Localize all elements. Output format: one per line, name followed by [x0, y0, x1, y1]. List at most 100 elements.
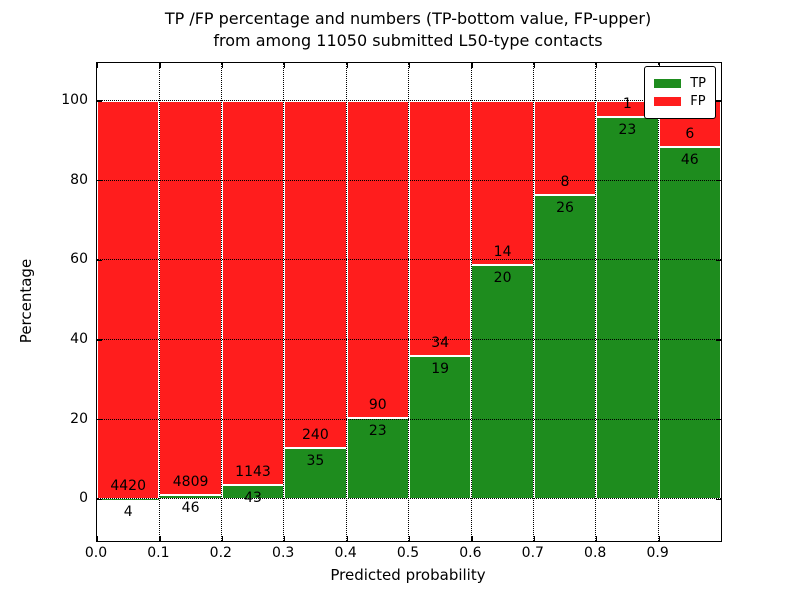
legend: TP FP — [644, 66, 716, 119]
x-tick-top — [346, 63, 348, 68]
x-tick-label: 0.3 — [272, 545, 295, 561]
chart-title-line1: TP /FP percentage and numbers (TP-bottom… — [164, 9, 652, 28]
x-tick-top — [658, 63, 660, 68]
y-tick-right — [716, 179, 721, 182]
y-tick-right — [716, 339, 721, 341]
bar-fp-segment — [533, 100, 597, 195]
tp-count-label: 43 — [244, 489, 262, 506]
x-tick-label: 0.5 — [396, 545, 420, 561]
y-axis-label: Percentage — [17, 258, 35, 344]
x-tick-top — [97, 63, 99, 68]
bar-fp-segment — [159, 100, 222, 496]
x-gridline — [408, 63, 410, 541]
y-tick-label: 40 — [70, 330, 88, 347]
tp-count-label: 23 — [618, 122, 637, 139]
x-tick-bottom — [97, 536, 99, 541]
legend-swatch-tp — [654, 79, 682, 88]
fp-count-label: 4809 — [172, 474, 209, 491]
x-tick-bottom — [533, 536, 536, 541]
bar-fp-segment — [284, 100, 347, 449]
fp-count-label: 8 — [560, 173, 570, 190]
plot-area: TP FP 4420 4 4809 46 1143 43 240 35 90 23 34 19 14 20 8… — [96, 62, 722, 542]
bar-tp-segment — [471, 264, 534, 500]
x-tick-bottom — [284, 536, 286, 541]
tp-count-label: 35 — [306, 453, 325, 470]
bar-fp-segment — [409, 100, 472, 357]
y-tick-label: 80 — [70, 171, 88, 188]
x-tick-top — [471, 63, 473, 68]
y-tick-label: 0 — [79, 490, 88, 507]
y-tick-label: 100 — [61, 91, 88, 108]
x-gridline — [595, 63, 597, 541]
bar-fp-segment — [97, 100, 160, 499]
fp-count-label: 4420 — [110, 477, 147, 494]
x-gridline — [470, 63, 472, 541]
fp-count-label: 90 — [368, 397, 387, 414]
legend-label: TP — [690, 76, 706, 91]
legend-label: FP — [690, 94, 706, 109]
x-axis-label: Predicted probability — [330, 566, 486, 584]
y-tick-left — [97, 418, 102, 421]
fp-count-label: 240 — [302, 427, 329, 444]
x-tick-bottom — [409, 536, 411, 541]
x-tick-label: 0.4 — [334, 545, 357, 561]
chart-title: TP /FP percentage and numbers (TP-bottom… — [96, 8, 720, 52]
y-tick-left — [97, 179, 102, 182]
x-tick-label: 0.0 — [84, 545, 108, 561]
legend-item: TP — [654, 76, 706, 91]
fp-count-label: 14 — [493, 243, 512, 260]
tp-count-label: 46 — [680, 151, 699, 168]
x-tick-bottom — [658, 536, 660, 541]
y-tick-left — [97, 259, 102, 261]
y-tick-right — [716, 418, 721, 421]
legend-swatch-fp — [654, 97, 682, 106]
bar-tp-segment — [658, 146, 721, 500]
tp-count-label: 23 — [368, 423, 387, 440]
y-tick-right — [716, 100, 721, 102]
x-tick-bottom — [159, 536, 161, 541]
bar-tp-segment — [596, 117, 659, 500]
x-tick-bottom — [346, 536, 348, 541]
x-tick-bottom — [221, 536, 224, 541]
fp-count-label: 1143 — [235, 463, 271, 480]
y-tick-left — [97, 339, 102, 341]
tp-count-label: 20 — [493, 269, 512, 286]
chart-title-line2: from among 11050 submitted L50-type cont… — [213, 31, 603, 50]
x-tick-bottom — [471, 536, 473, 541]
fp-count-label: 34 — [431, 335, 450, 352]
fp-count-label: 1 — [622, 96, 632, 113]
x-tick-bottom — [596, 536, 598, 541]
bar-fp-segment — [471, 100, 534, 265]
x-tick-top — [284, 63, 286, 68]
x-tick-label: 0.8 — [584, 545, 607, 561]
x-gridline — [158, 63, 160, 541]
y-tick-right — [716, 498, 721, 500]
x-gridline — [533, 63, 535, 541]
bar-fp-segment — [221, 100, 285, 485]
y-tick-label: 60 — [70, 251, 88, 268]
x-gridline — [657, 63, 659, 541]
x-gridline — [283, 63, 285, 541]
legend-item: FP — [654, 94, 706, 109]
tp-count-label: 19 — [431, 361, 450, 378]
x-tick-label: 0.6 — [459, 545, 482, 561]
x-gridline — [221, 63, 223, 541]
x-tick-label: 0.2 — [209, 545, 232, 561]
x-tick-top — [221, 63, 224, 68]
x-tick-label: 0.7 — [521, 545, 544, 561]
y-tick-left — [97, 100, 102, 102]
tp-count-label: 4 — [123, 503, 133, 520]
fp-count-label: 6 — [685, 125, 695, 142]
bar-tp-segment — [533, 194, 597, 500]
x-tick-top — [409, 63, 411, 68]
y-tick-right — [716, 259, 721, 261]
tp-count-label: 26 — [556, 199, 574, 216]
x-tick-label: 0.9 — [646, 545, 669, 561]
x-tick-label: 0.1 — [147, 545, 170, 561]
x-gridline — [345, 63, 347, 541]
x-tick-top — [596, 63, 598, 68]
y-tick-label: 20 — [70, 410, 88, 427]
x-tick-top — [533, 63, 536, 68]
y-tick-left — [97, 498, 102, 500]
